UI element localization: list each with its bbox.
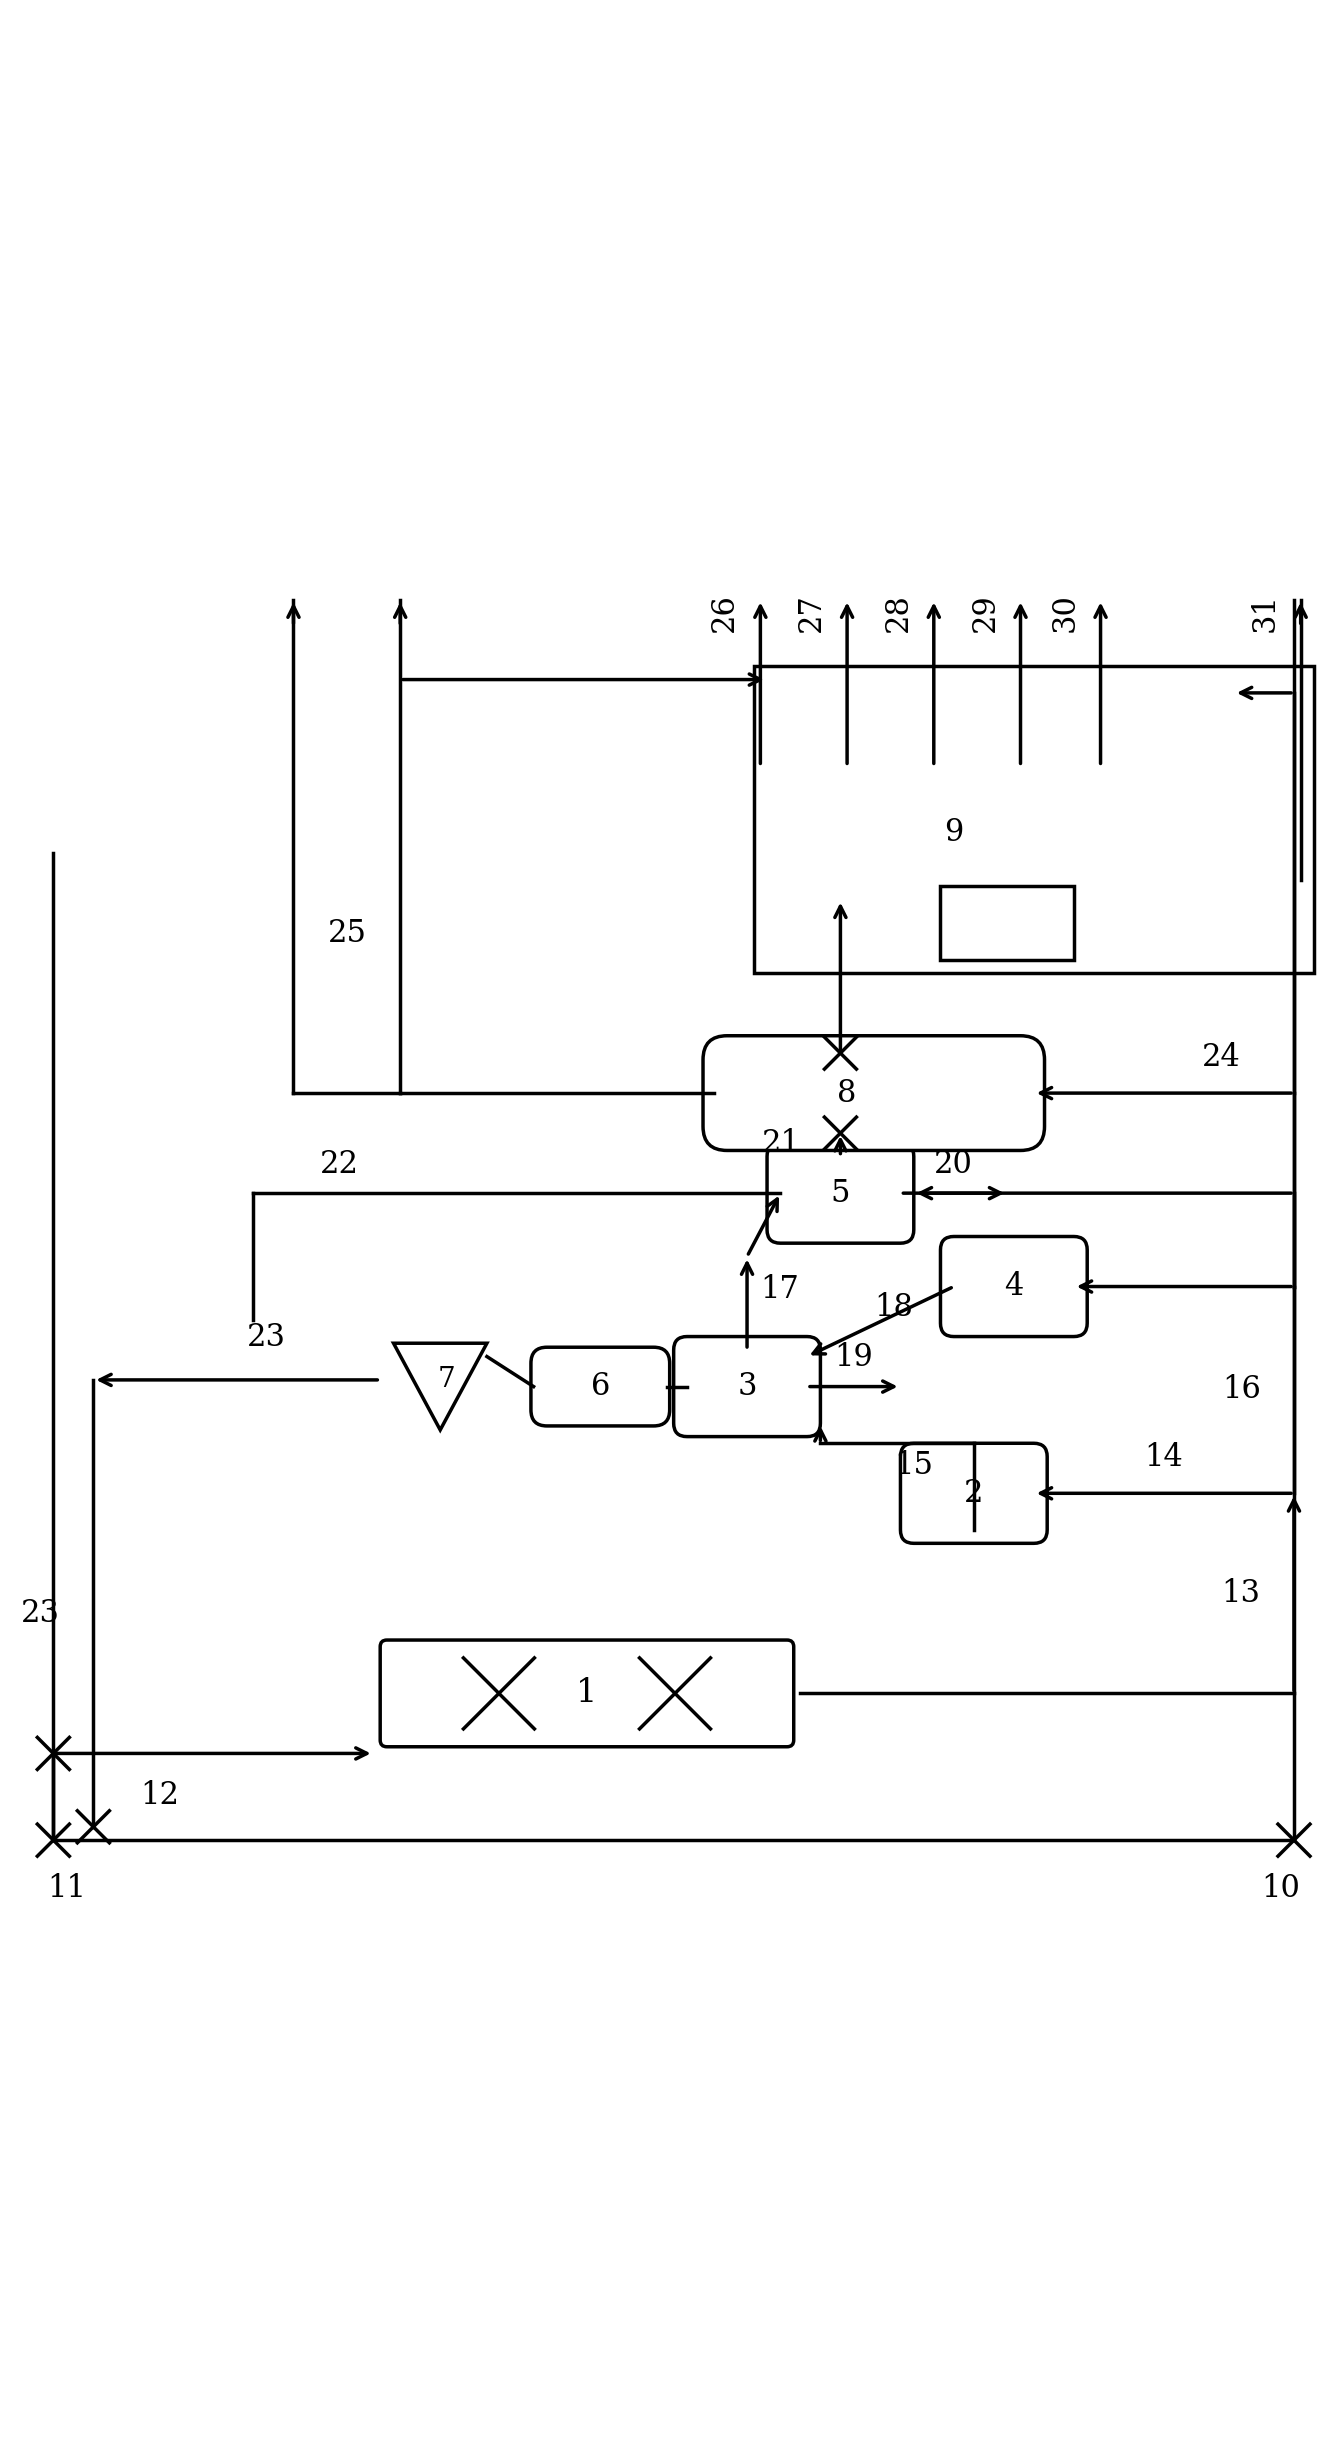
Text: 8: 8 — [838, 1077, 856, 1109]
Text: 29: 29 — [970, 594, 1000, 633]
Bar — [794, 773, 1194, 893]
Text: 6: 6 — [591, 1371, 610, 1403]
Text: 22: 22 — [320, 1148, 359, 1180]
Polygon shape — [394, 1344, 487, 1430]
Text: 26: 26 — [710, 594, 740, 633]
FancyBboxPatch shape — [531, 1347, 670, 1425]
Text: 24: 24 — [1202, 1043, 1241, 1072]
Text: 23: 23 — [247, 1322, 287, 1354]
Text: 10: 10 — [1261, 1874, 1301, 1904]
Text: 19: 19 — [834, 1342, 874, 1374]
Text: 3: 3 — [738, 1371, 756, 1403]
Text: 16: 16 — [1222, 1374, 1261, 1406]
Text: 5: 5 — [831, 1177, 850, 1209]
FancyBboxPatch shape — [940, 1236, 1087, 1337]
FancyBboxPatch shape — [380, 1641, 794, 1747]
Text: 9: 9 — [944, 817, 963, 849]
Text: 14: 14 — [1145, 1442, 1183, 1474]
Text: 21: 21 — [762, 1128, 800, 1158]
FancyBboxPatch shape — [900, 1442, 1047, 1543]
Text: 25: 25 — [328, 917, 367, 949]
Text: 15: 15 — [894, 1450, 934, 1482]
Text: 13: 13 — [1222, 1577, 1261, 1609]
Text: 2: 2 — [964, 1477, 983, 1509]
Text: 1: 1 — [576, 1678, 598, 1710]
FancyBboxPatch shape — [674, 1337, 820, 1437]
Text: 28: 28 — [883, 594, 914, 633]
Text: 17: 17 — [760, 1276, 799, 1305]
Bar — [940, 886, 1074, 959]
Text: 27: 27 — [796, 594, 827, 633]
Text: 20: 20 — [934, 1148, 974, 1180]
Text: 23: 23 — [21, 1597, 60, 1629]
Text: 12: 12 — [140, 1781, 180, 1810]
FancyBboxPatch shape — [703, 1035, 1045, 1150]
Text: 11: 11 — [47, 1874, 87, 1904]
Text: 18: 18 — [874, 1293, 914, 1322]
Text: 4: 4 — [1005, 1271, 1023, 1303]
Text: 7: 7 — [438, 1366, 456, 1393]
FancyBboxPatch shape — [767, 1143, 914, 1244]
Bar — [754, 667, 1314, 974]
Text: 30: 30 — [1050, 594, 1081, 633]
Text: 31: 31 — [1250, 594, 1281, 633]
